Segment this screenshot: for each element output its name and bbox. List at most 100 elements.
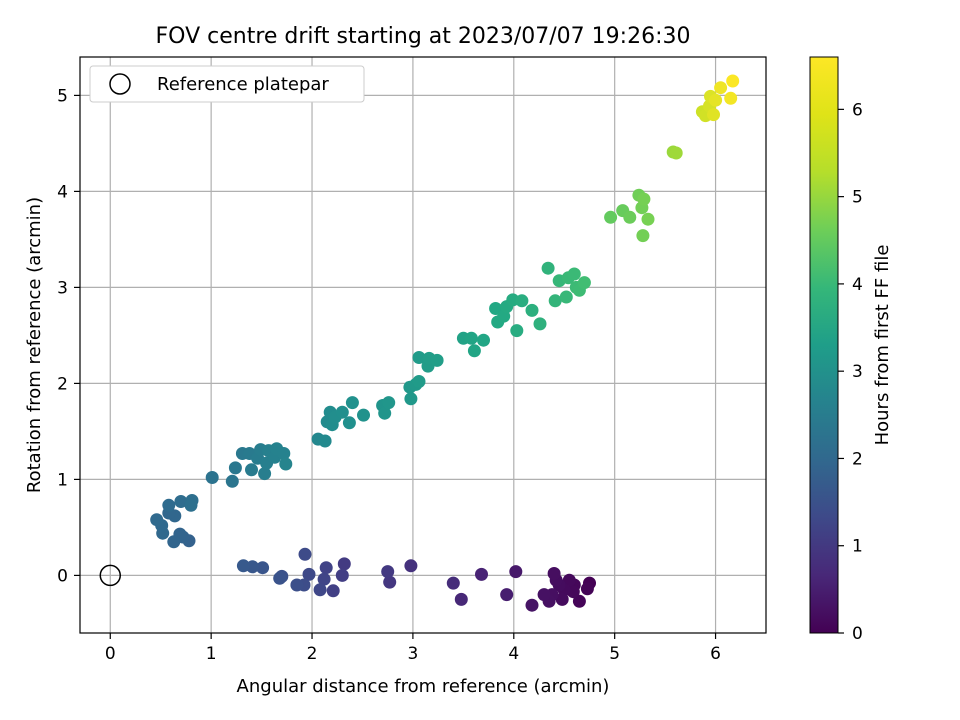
- data-point: [277, 447, 291, 460]
- colorbar-tick-label: 4: [852, 275, 863, 295]
- data-point: [335, 405, 349, 419]
- y-axis-ticks: 0 1 2 3 4 5: [57, 86, 80, 586]
- data-point: [313, 583, 327, 597]
- data-point: [525, 598, 539, 612]
- data-point: [404, 392, 418, 406]
- colorbar-label: Hours from first FF file: [872, 245, 893, 446]
- data-point: [580, 582, 594, 596]
- y-tick-label: 2: [57, 374, 68, 394]
- data-point: [382, 396, 396, 410]
- y-tick-label: 0: [57, 566, 68, 586]
- reference-point: [99, 564, 122, 587]
- data-point: [236, 559, 250, 573]
- data-point: [515, 294, 529, 308]
- data-point: [412, 351, 426, 364]
- data-point: [162, 498, 176, 512]
- data-point: [150, 513, 164, 527]
- data-point: [510, 324, 524, 338]
- grid-lines: [80, 57, 766, 633]
- data-point: [258, 467, 272, 481]
- colorbar-tick-label: 1: [852, 537, 863, 557]
- data-point: [623, 210, 637, 224]
- data-point: [317, 572, 331, 586]
- x-tick-label: 1: [206, 644, 217, 664]
- colorbar-tick-label: 3: [852, 362, 863, 382]
- data-point: [446, 576, 460, 590]
- colorbar-tick-label: 5: [852, 188, 863, 208]
- y-tick-label: 3: [57, 278, 68, 298]
- y-tick-label: 5: [57, 86, 68, 106]
- x-axis-ticks: 0 1 2 3 4 5 6: [105, 633, 721, 664]
- data-point: [404, 559, 418, 573]
- colorbar-tick-label: 2: [852, 449, 863, 469]
- data-point: [559, 290, 573, 304]
- data-point: [724, 91, 738, 105]
- data-point: [318, 434, 332, 448]
- data-point: [604, 210, 618, 224]
- data-point: [228, 461, 242, 475]
- plot-frame: [79, 56, 767, 634]
- data-point: [500, 588, 514, 602]
- colorbar-gradient: [809, 56, 839, 634]
- data-point: [537, 588, 551, 602]
- data-points: [150, 74, 740, 612]
- data-point: [637, 192, 651, 206]
- data-point: [475, 567, 488, 581]
- data-point: [273, 571, 287, 585]
- data-point: [669, 146, 683, 160]
- data-point: [562, 573, 576, 587]
- data-point: [412, 375, 426, 388]
- data-point: [298, 547, 312, 561]
- data-point: [245, 463, 258, 477]
- data-point: [430, 353, 444, 367]
- data-point: [345, 396, 359, 410]
- data-point: [477, 333, 490, 347]
- x-tick-label: 2: [307, 644, 318, 664]
- data-point: [381, 565, 395, 579]
- data-point: [256, 561, 270, 575]
- y-tick-label: 1: [57, 470, 68, 490]
- legend: Reference platepar: [89, 65, 365, 103]
- data-point: [707, 108, 720, 122]
- y-tick-label: 4: [57, 182, 68, 202]
- data-point: [357, 408, 370, 422]
- data-point: [709, 93, 723, 107]
- legend-box: [89, 65, 365, 103]
- data-point: [533, 317, 547, 331]
- data-point: [279, 457, 293, 471]
- data-point: [509, 565, 523, 579]
- x-axis-label: Angular distance from reference (arcmin): [237, 676, 610, 697]
- data-point: [577, 276, 591, 290]
- plot-background: [80, 57, 766, 633]
- data-point: [636, 229, 650, 243]
- chart-title: FOV centre drift starting at 2023/07/07 …: [156, 24, 691, 49]
- colorbar-tick-label: 0: [852, 624, 863, 644]
- colorbar-tick-label: 6: [852, 100, 863, 120]
- x-tick-label: 3: [407, 644, 418, 664]
- data-point: [383, 575, 397, 589]
- data-point: [567, 267, 581, 281]
- y-axis-label: Rotation from reference (arcmin): [24, 197, 45, 493]
- data-point: [714, 81, 728, 95]
- data-point: [547, 567, 561, 580]
- data-point: [572, 594, 586, 608]
- data-point: [464, 331, 478, 345]
- x-tick-label: 4: [508, 644, 519, 664]
- x-tick-label: 6: [710, 644, 721, 664]
- data-point: [225, 474, 239, 488]
- data-point: [555, 592, 569, 606]
- colorbar-ticks: 0 1 2 3 4 5 6: [838, 100, 863, 644]
- legend-marker: [109, 73, 131, 95]
- data-point: [326, 584, 340, 598]
- data-point: [174, 495, 188, 508]
- data-point: [302, 567, 316, 581]
- data-point: [548, 294, 562, 308]
- data-point: [525, 303, 539, 317]
- data-point: [454, 592, 468, 606]
- data-point: [489, 302, 503, 315]
- data-point: [467, 344, 481, 358]
- data-point: [167, 535, 181, 549]
- x-tick-label: 5: [609, 644, 620, 664]
- data-point: [335, 568, 349, 582]
